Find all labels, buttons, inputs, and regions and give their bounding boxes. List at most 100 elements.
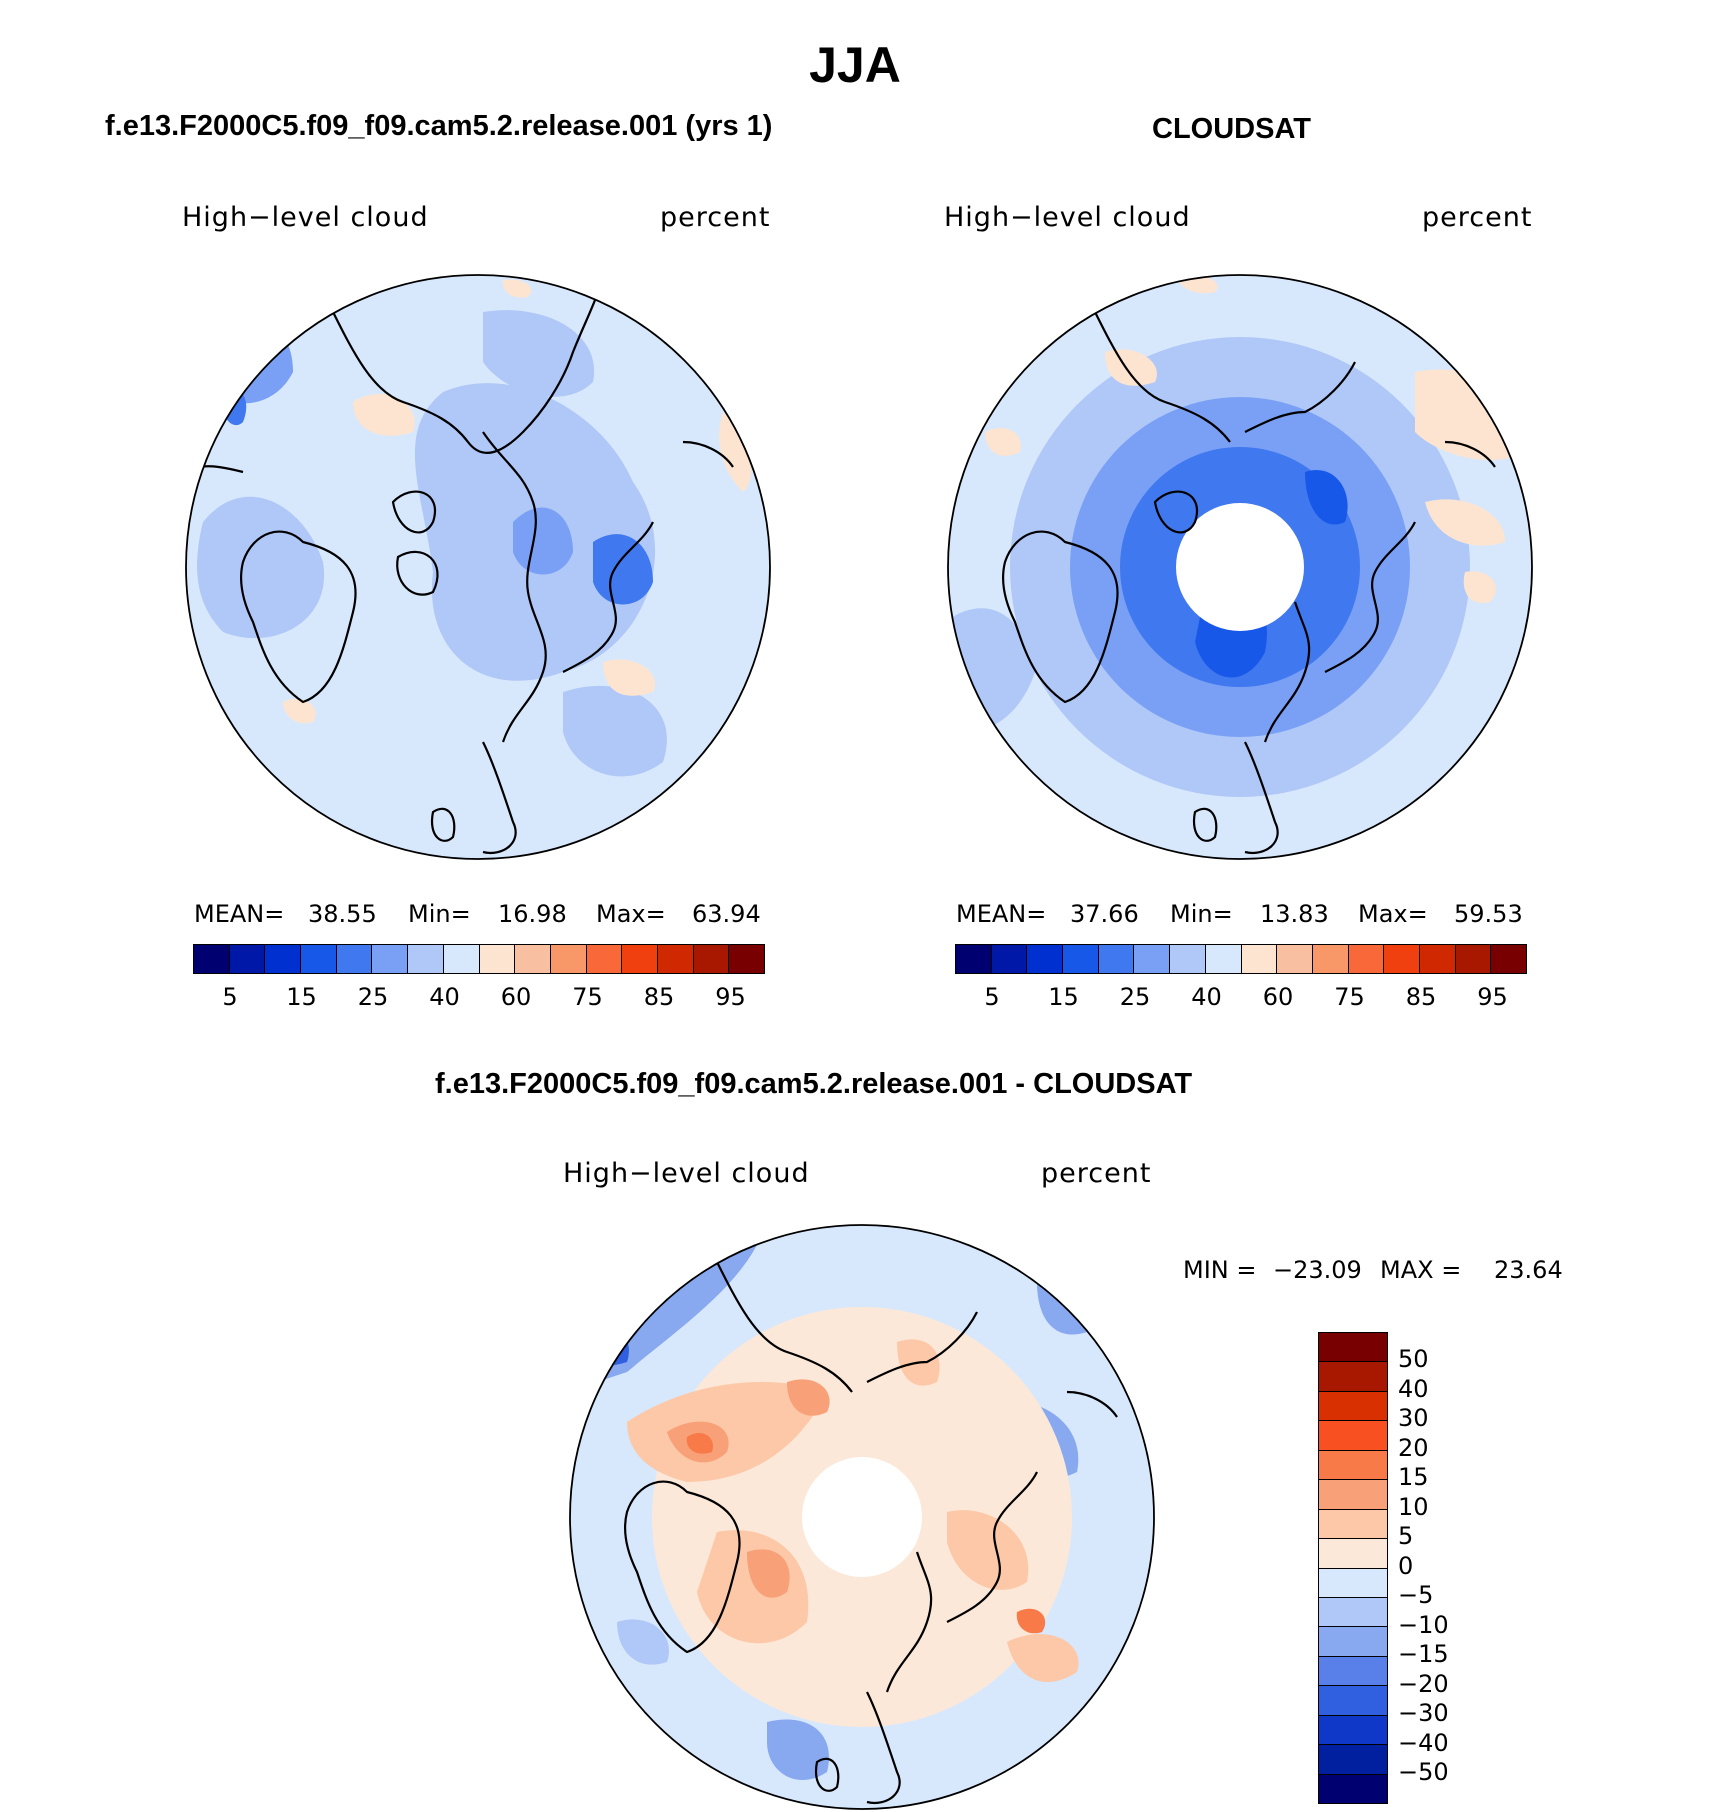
panel2-min-value: 13.83 — [1260, 900, 1329, 928]
colorbar-tick-label: 60 — [1262, 983, 1294, 1011]
colorbar-tick-label: −20 — [1398, 1669, 1449, 1698]
colorbar-tick-label: 15 — [286, 983, 317, 1011]
colorbar-swatch — [586, 945, 623, 973]
colorbar-tick-label: −10 — [1398, 1610, 1449, 1639]
colorbar-tick-label: 15 — [1398, 1463, 1429, 1491]
colorbar-swatch — [1319, 1568, 1387, 1598]
colorbar-swatch — [550, 945, 587, 973]
colorbar-tick-label: −50 — [1398, 1758, 1449, 1786]
panel1-colorbar — [193, 944, 765, 974]
colorbar-tick-label: 85 — [1405, 983, 1437, 1011]
panel1-units-label: percent — [660, 202, 771, 233]
colorbar-swatch — [1134, 945, 1171, 973]
colorbar-swatch — [1319, 1774, 1387, 1803]
colorbar-tick-label: 25 — [357, 983, 389, 1011]
colorbar-tick-label: 10 — [1398, 1492, 1429, 1521]
panel2-subtitle: CLOUDSAT — [1152, 113, 1311, 145]
colorbar-tick-label: −15 — [1398, 1640, 1449, 1668]
colorbar-swatch — [1319, 1597, 1387, 1628]
colorbar-swatch — [301, 945, 337, 973]
panel1-min-value: 16.98 — [498, 900, 567, 928]
colorbar-tick-label: 75 — [572, 983, 603, 1011]
colorbar-swatch — [1098, 945, 1135, 973]
colorbar-swatch — [693, 945, 730, 973]
colorbar-tick-label: 20 — [1398, 1433, 1429, 1462]
colorbar-swatch — [1319, 1362, 1387, 1392]
colorbar-tick-label: 95 — [1477, 983, 1508, 1011]
colorbar-swatch — [1319, 1686, 1387, 1716]
panel3-subtitle: f.e13.F2000C5.f09_f09.cam5.2.release.001… — [435, 1068, 1193, 1100]
panel1-min-label: Min= — [408, 900, 471, 928]
panel1-subtitle: f.e13.F2000C5.f09_f09.cam5.2.release.001… — [105, 110, 773, 142]
colorbar-swatch — [229, 945, 266, 973]
colorbar-swatch — [729, 945, 764, 973]
colorbar-swatch — [956, 945, 992, 973]
colorbar-swatch — [1205, 945, 1242, 973]
colorbar-swatch — [1455, 945, 1492, 973]
colorbar-swatch — [408, 945, 444, 973]
colorbar-swatch — [1319, 1539, 1387, 1569]
colorbar-swatch — [1063, 945, 1099, 973]
colorbar-swatch — [657, 945, 694, 973]
colorbar-tick-label: 25 — [1119, 983, 1151, 1011]
figure-title: JJA — [809, 37, 901, 93]
panel1-variable-label: High−level cloud — [182, 202, 429, 233]
colorbar-swatch — [1319, 1421, 1387, 1451]
colorbar-swatch — [1384, 945, 1420, 973]
colorbar-swatch — [1419, 945, 1456, 973]
colorbar-swatch — [1027, 945, 1064, 973]
colorbar-swatch — [622, 945, 658, 973]
colorbar-tick-label: 75 — [1334, 983, 1365, 1011]
panel2-colorbar — [955, 944, 1527, 974]
panel1-polar-map — [185, 274, 771, 860]
colorbar-swatch — [1319, 1745, 1387, 1775]
panel1-mean-label: MEAN= — [194, 900, 285, 928]
panel2-variable-label: High−level cloud — [944, 202, 1191, 233]
panel3-units-label: percent — [1041, 1158, 1152, 1189]
colorbar-swatch — [1319, 1391, 1387, 1422]
panel3-min-value: −23.09 — [1273, 1256, 1362, 1284]
colorbar-swatch — [991, 945, 1028, 973]
colorbar-swatch — [1319, 1509, 1387, 1540]
colorbar-swatch — [1312, 945, 1349, 973]
panel1-mean-value: 38.55 — [308, 900, 377, 928]
panel2-polar-map — [947, 274, 1533, 860]
colorbar-tick-label: 5 — [222, 983, 238, 1011]
panel1-max-value: 63.94 — [692, 900, 761, 928]
colorbar-tick-label: 85 — [643, 983, 675, 1011]
colorbar-swatch — [1348, 945, 1385, 973]
panel3-polar-map — [569, 1224, 1155, 1810]
panel2-min-label: Min= — [1170, 900, 1233, 928]
colorbar-tick-label: 0 — [1398, 1551, 1414, 1580]
colorbar-swatch — [194, 945, 230, 973]
colorbar-tick-label: 30 — [1398, 1404, 1429, 1432]
panel2-max-label: Max= — [1358, 900, 1428, 928]
colorbar-swatch — [443, 945, 480, 973]
colorbar-tick-label: 95 — [715, 983, 746, 1011]
colorbar-tick-label: 40 — [1191, 983, 1222, 1011]
colorbar-swatch — [1319, 1480, 1387, 1510]
colorbar-tick-label: 5 — [984, 983, 1000, 1011]
colorbar-tick-label: −5 — [1398, 1581, 1434, 1609]
colorbar-tick-label: 50 — [1398, 1345, 1429, 1373]
colorbar-swatch — [515, 945, 551, 973]
colorbar-tick-label: 40 — [1398, 1374, 1429, 1403]
panel3-min-label: MIN = — [1183, 1256, 1257, 1284]
colorbar-tick-label: −30 — [1398, 1699, 1449, 1727]
panel2-mean-label: MEAN= — [956, 900, 1047, 928]
colorbar-swatch — [1241, 945, 1278, 973]
panel1-max-label: Max= — [596, 900, 666, 928]
colorbar-tick-label: 60 — [500, 983, 532, 1011]
colorbar-swatch — [479, 945, 516, 973]
colorbar-swatch — [1170, 945, 1206, 973]
colorbar-swatch — [1491, 945, 1526, 973]
colorbar-tick-label: 15 — [1048, 983, 1079, 1011]
colorbar-swatch — [1319, 1450, 1387, 1481]
panel2-units-label: percent — [1422, 202, 1533, 233]
panel2-mean-value: 37.66 — [1070, 900, 1139, 928]
colorbar-swatch — [1319, 1627, 1387, 1657]
colorbar-tick-label: 40 — [429, 983, 460, 1011]
colorbar-swatch — [336, 945, 373, 973]
colorbar-swatch — [372, 945, 409, 973]
panel3-max-label: MAX = — [1380, 1256, 1462, 1284]
